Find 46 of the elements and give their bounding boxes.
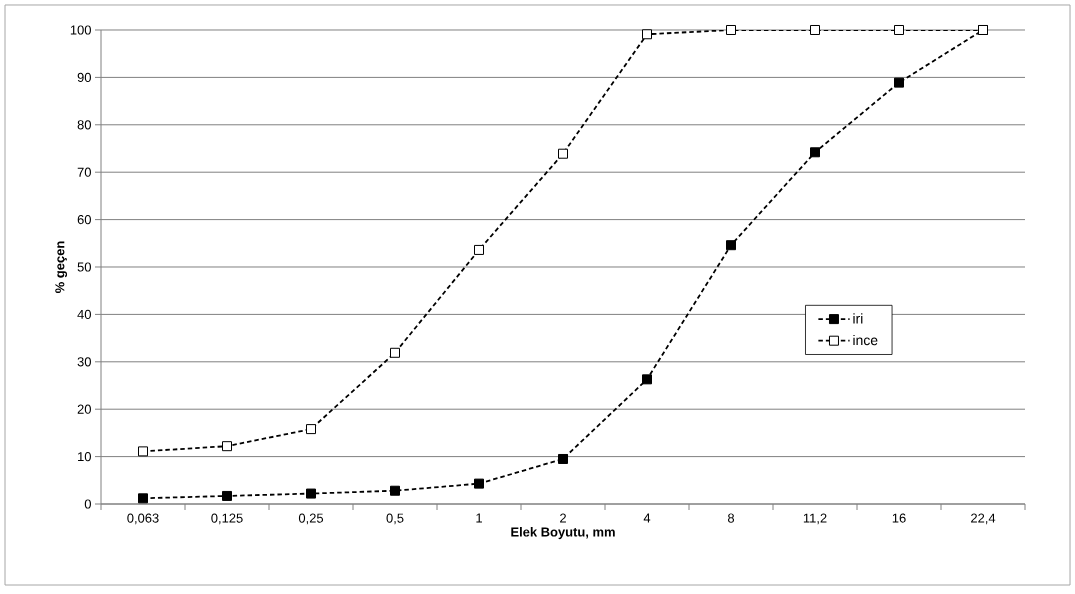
y-tick-label: 60 bbox=[77, 215, 91, 225]
point bbox=[726, 240, 737, 251]
y-tick-label: 90 bbox=[77, 72, 91, 82]
point bbox=[642, 374, 653, 385]
legend-label: ince bbox=[853, 334, 878, 346]
x-tick-label: 4 bbox=[643, 513, 651, 523]
x-tick-label: 2 bbox=[560, 513, 566, 523]
point bbox=[138, 446, 148, 457]
x-tick-label: 0,5 bbox=[386, 513, 404, 525]
x-tick-label: 0,25 bbox=[298, 513, 324, 525]
x-tick-label: 1 bbox=[476, 513, 482, 523]
y-tick-label: 100 bbox=[70, 25, 91, 35]
x-axis-title: Elek Boyutu, mm bbox=[511, 527, 615, 540]
y-tick-label: 50 bbox=[77, 262, 91, 272]
y-tick-label: 20 bbox=[77, 404, 91, 414]
point bbox=[810, 24, 821, 35]
y-tick-label: 40 bbox=[77, 309, 91, 319]
point bbox=[222, 441, 232, 452]
y-tick-label: 80 bbox=[77, 120, 91, 130]
point bbox=[894, 77, 905, 88]
point bbox=[810, 147, 821, 158]
point bbox=[642, 29, 653, 40]
y-tick-label: 10 bbox=[78, 452, 91, 462]
point bbox=[390, 485, 400, 496]
y-axis-title: % geçen bbox=[55, 241, 68, 293]
point bbox=[558, 453, 569, 464]
point bbox=[474, 244, 484, 255]
point bbox=[894, 24, 905, 35]
x-tick-label: 8 bbox=[727, 513, 735, 523]
point bbox=[558, 148, 569, 159]
point bbox=[306, 488, 316, 499]
x-tick-label: 11,2 bbox=[803, 513, 827, 525]
point bbox=[138, 493, 148, 504]
x-tick-label: 16 bbox=[892, 513, 906, 523]
point bbox=[222, 490, 232, 501]
point bbox=[726, 24, 737, 35]
legend-label: iri bbox=[853, 313, 863, 324]
x-tick-label: 0,063 bbox=[127, 513, 159, 525]
point bbox=[390, 347, 400, 358]
y-tick-label: 0 bbox=[84, 499, 91, 509]
x-tick-label: 0,125 bbox=[211, 513, 243, 525]
x-tick-label: 22,4 bbox=[971, 513, 996, 525]
y-tick-label: 30 bbox=[77, 357, 91, 367]
point bbox=[474, 478, 484, 489]
y-tick-label: 70 bbox=[77, 167, 91, 177]
point bbox=[306, 424, 316, 435]
